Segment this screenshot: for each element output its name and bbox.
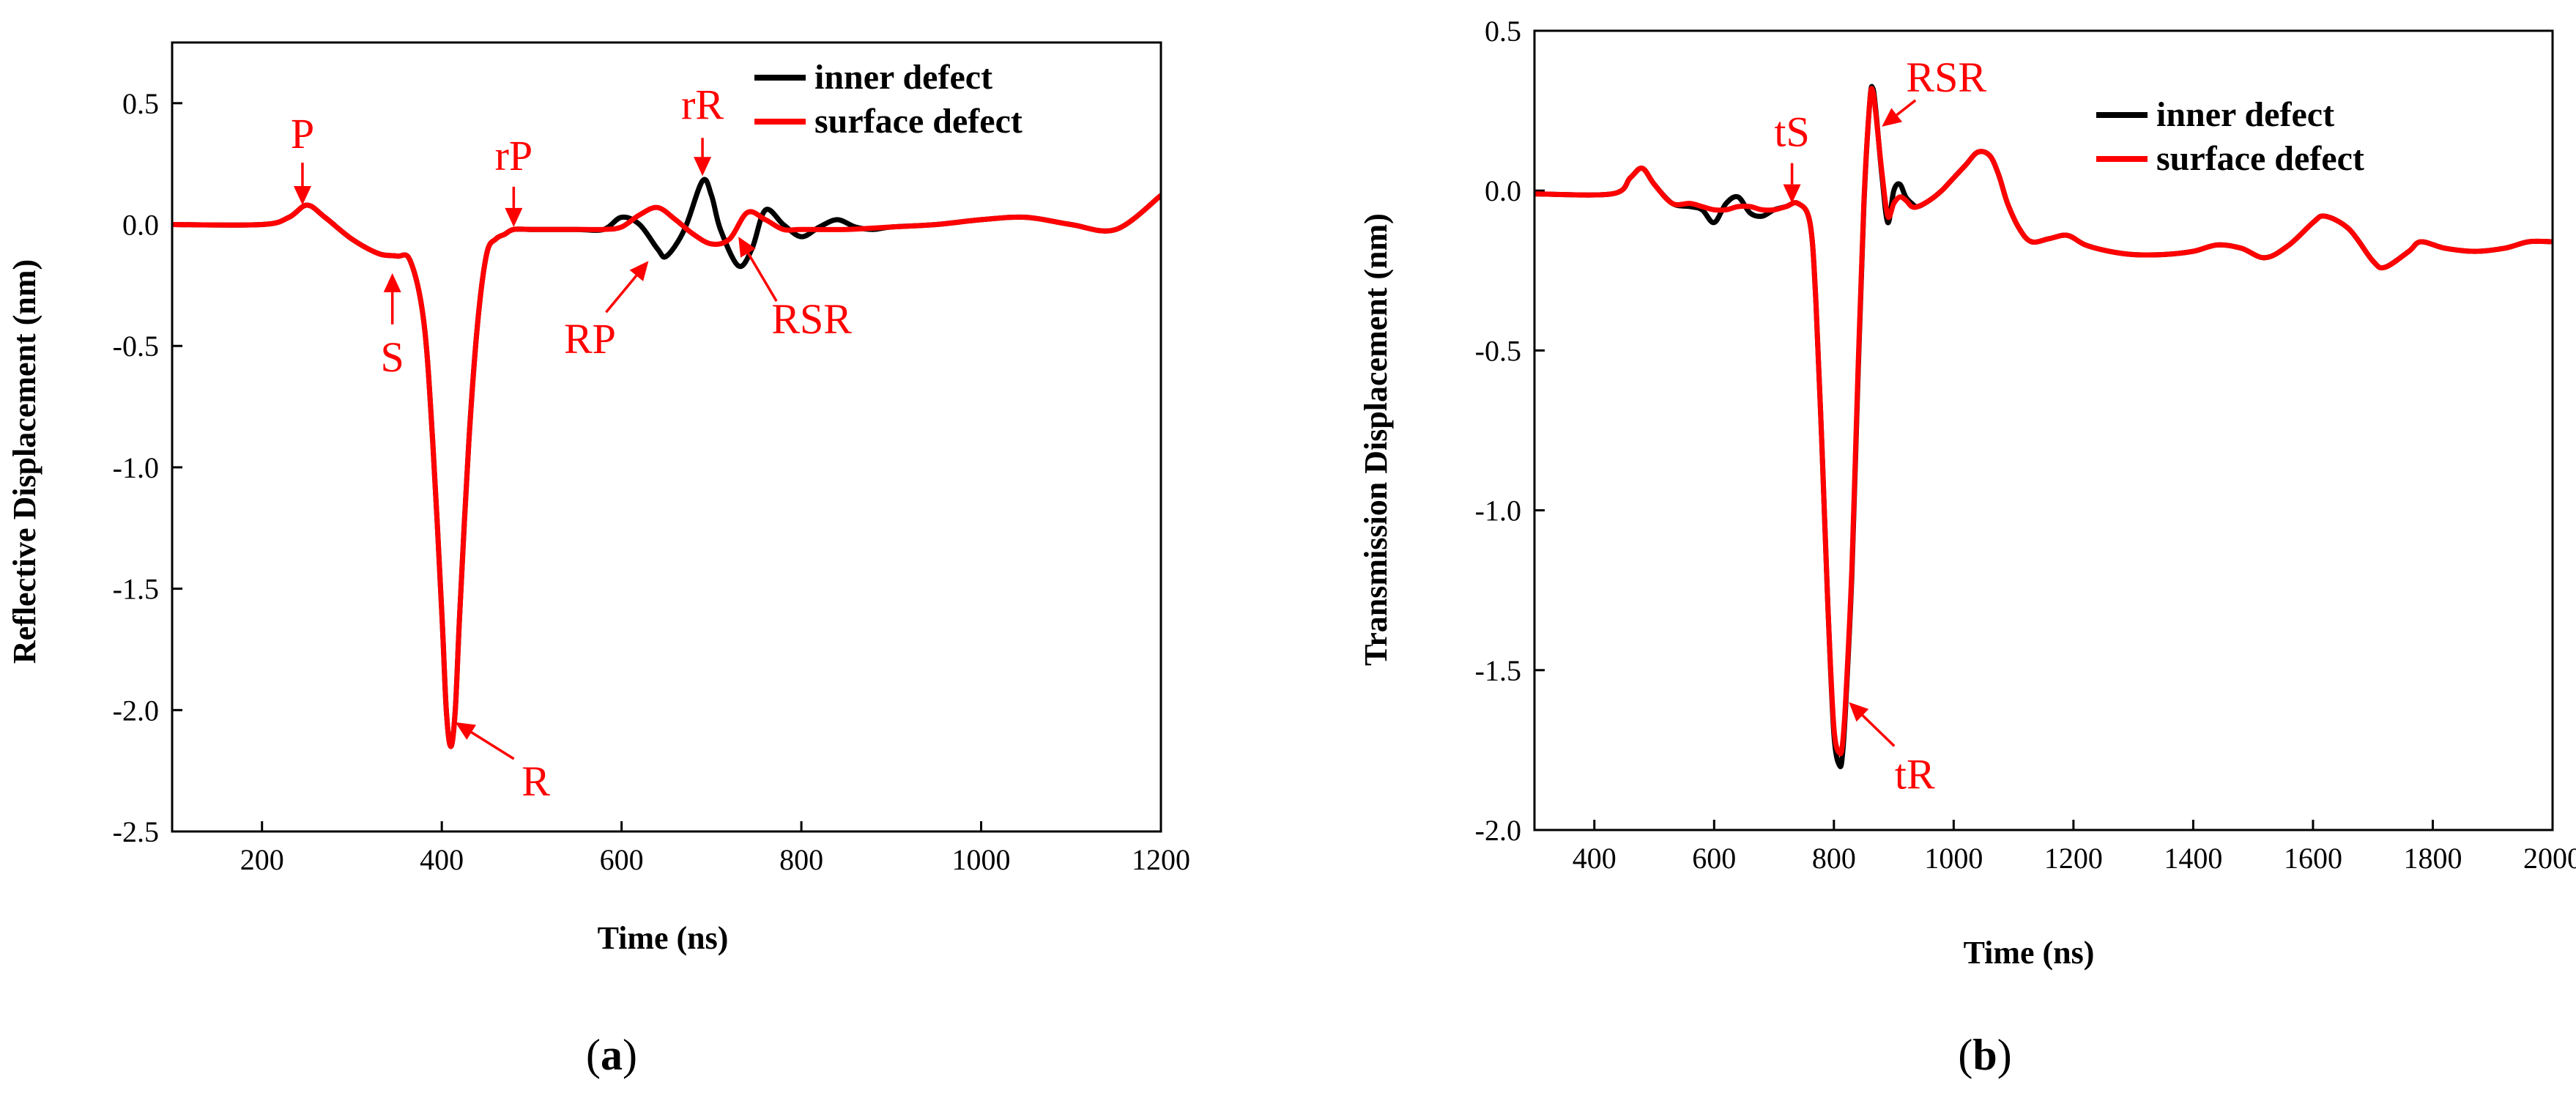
panel-b-frame bbox=[1533, 29, 2554, 831]
panel-a-series-inner-defect-line bbox=[172, 177, 1161, 749]
panel-a-xtick-label: 400 bbox=[420, 843, 464, 876]
panel-a-series-surface-defect-line bbox=[172, 193, 1161, 749]
panel-b-xtick-label: 800 bbox=[1812, 842, 1856, 875]
panel-b-ytick-label: 0.5 bbox=[1485, 15, 1521, 48]
panel-a-annotation-arrowhead-rR bbox=[694, 157, 712, 177]
panel-a-annotation-arrowhead-S bbox=[383, 273, 401, 292]
panel-a-caption: (a) bbox=[586, 1031, 637, 1079]
panel-b-caption-letter: b bbox=[1972, 1031, 1997, 1079]
panel-b-transmission: Transmission Displacement (nm) Time (ns)… bbox=[1358, 15, 2576, 1079]
panel-b-annotation-arrowhead-RSR bbox=[1882, 108, 1903, 127]
panel-b-xtick-label: 1200 bbox=[2044, 842, 2103, 875]
panel-b-legend-label: inner defect bbox=[2156, 95, 2334, 134]
panel-a-legend-label: inner defect bbox=[814, 58, 992, 97]
panel-b-caption: (b) bbox=[1958, 1031, 2011, 1079]
panel-a-annotation-arrow-R bbox=[470, 731, 515, 760]
panel-b-annotation-arrowhead-tR bbox=[1849, 702, 1869, 722]
panel-a-xtick-label: 1200 bbox=[1132, 843, 1190, 876]
panel-a-ytick-label: 0.5 bbox=[122, 87, 159, 120]
panel-b-ytick-label: -0.5 bbox=[1475, 334, 1521, 367]
panel-a-xtick-label: 600 bbox=[600, 843, 644, 876]
panel-a-ytick-label: -2.5 bbox=[113, 815, 159, 848]
panel-a-ytick-label: -1.0 bbox=[113, 451, 159, 484]
panel-b-series-surface-defect-line bbox=[1534, 86, 2553, 757]
panel-a-annotation-arrow-RSR bbox=[746, 252, 778, 302]
panel-b-legend-label: surface defect bbox=[2156, 139, 2364, 178]
panel-b-annotation-arrowhead-tS bbox=[1783, 184, 1801, 204]
panel-a-xtick-label: 800 bbox=[779, 843, 823, 876]
panel-a-xlabel: Time (ns) bbox=[598, 920, 729, 956]
panel-b-xtick-label: 1000 bbox=[1924, 842, 1983, 875]
panel-b-xtick-label: 600 bbox=[1692, 842, 1736, 875]
panel-a-annotation-arrowhead-RSR bbox=[738, 237, 756, 258]
panel-a-reflective: Reflective Displacement (nm) Time (ns) 2… bbox=[7, 41, 1190, 1079]
panel-a-annotation-label-RP: RP bbox=[564, 315, 616, 363]
panel-a-annotation-label-R: R bbox=[521, 757, 550, 805]
panel-a-ylabel: Reflective Displacement (nm) bbox=[7, 259, 42, 664]
panel-b-ylabel: Transmission Displacement (nm) bbox=[1358, 213, 1394, 666]
panel-b-xtick-label: 1600 bbox=[2284, 842, 2342, 875]
panel-b-xtick-label: 1800 bbox=[2403, 842, 2462, 875]
panel-a-ytick-label: -0.5 bbox=[113, 330, 159, 363]
panel-a-annotation-arrow-RP bbox=[605, 275, 638, 314]
panel-a-caption-letter: a bbox=[601, 1031, 623, 1079]
panel-a-annotation-arrowhead-RP bbox=[629, 261, 649, 281]
panel-b-xlabel: Time (ns) bbox=[1964, 935, 2095, 971]
panel-a-ytick-label: -1.5 bbox=[113, 573, 159, 606]
panel-a-frame bbox=[171, 41, 1162, 833]
panel-b-annotation-arrow-RSR bbox=[1896, 99, 1917, 116]
panel-b-plot-area: 400 600 800 1000 1200 1400 1600 1800 2000 -2.0 -1.… bbox=[1475, 15, 2576, 875]
panel-a-ytick-label: 0.0 bbox=[122, 209, 159, 242]
panel-a-annotation-label-RSR: RSR bbox=[771, 295, 852, 343]
panel-a-annotation-arrowhead-P bbox=[293, 186, 311, 206]
panel-b-annotation-label-RSR: RSR bbox=[1906, 53, 1986, 101]
panel-b-xtick-label: 2000 bbox=[2523, 842, 2576, 875]
panel-b-annotation-arrow-tR bbox=[1861, 714, 1896, 747]
panel-a-plot-area: 200 400 600 800 1000 1200 -2.5 -2.0 -1.5 -1.0 -0.5… bbox=[113, 41, 1190, 876]
panel-a-annotation-label-rR: rR bbox=[681, 81, 724, 128]
panel-a-annotation-arrowhead-R bbox=[455, 722, 476, 740]
panel-b-series-inner-defect-line bbox=[1534, 84, 2553, 769]
panel-a-xtick-label: 1000 bbox=[952, 843, 1011, 876]
panel-b-xtick-label: 1400 bbox=[2164, 842, 2222, 875]
panel-b-ytick-label: -2.0 bbox=[1475, 814, 1521, 847]
panel-a-annotation-label-P: P bbox=[291, 110, 314, 158]
panel-b-annotation-label-tR: tR bbox=[1895, 750, 1935, 798]
panel-a-annotation-arrowhead-rP bbox=[505, 207, 523, 227]
panel-b-xtick-label: 400 bbox=[1573, 842, 1617, 875]
panel-a-legend-label: surface defect bbox=[814, 102, 1022, 141]
panel-b-ytick-label: -1.5 bbox=[1475, 654, 1521, 687]
panel-b-ytick-label: 0.0 bbox=[1485, 174, 1521, 207]
panel-a-annotation-label-rP: rP bbox=[495, 132, 533, 179]
panel-b-ytick-label: -1.0 bbox=[1475, 494, 1521, 527]
panel-b-annotation-label-tS: tS bbox=[1774, 108, 1809, 156]
panel-a-ytick-label: -2.0 bbox=[113, 694, 159, 727]
panel-a-xtick-label: 200 bbox=[240, 843, 284, 876]
panel-a-annotation-label-S: S bbox=[381, 333, 404, 381]
